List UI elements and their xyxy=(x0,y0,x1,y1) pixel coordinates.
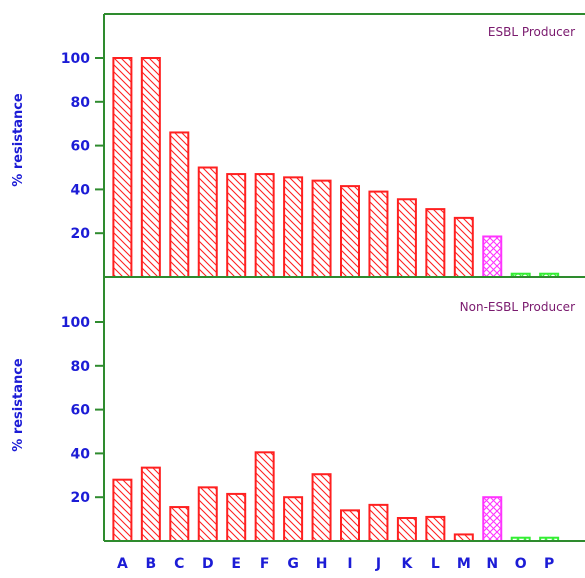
x-tick-label-B: B xyxy=(146,556,157,572)
non-esbl-bar-J xyxy=(368,503,389,542)
non-esbl-y-tick-label: 40 xyxy=(71,446,91,462)
esbl-bar-C xyxy=(169,131,190,278)
esbl-y-tick-label: 60 xyxy=(71,139,91,155)
non-esbl-bar-I xyxy=(340,509,360,542)
non-esbl-y-tick-label: 60 xyxy=(71,403,91,419)
non-esbl-bars xyxy=(112,451,560,543)
esbl-bar-L xyxy=(425,208,446,278)
non-esbl-y-tick-label: 80 xyxy=(71,359,91,375)
non-esbl-y-ticks: 20 40 60 80 100 xyxy=(61,315,104,506)
non-esbl-producer-panel: 20 40 60 80 100 % resistance Non-ESBL Produc… xyxy=(11,300,575,543)
esbl-bar-B xyxy=(140,57,161,278)
esbl-bar-E xyxy=(226,173,247,279)
esbl-y-tick-label: 100 xyxy=(61,51,90,67)
non-esbl-panel-label: Non-ESBL Producer xyxy=(460,300,575,314)
x-tick-label-O: O xyxy=(515,556,527,572)
non-esbl-y-tick-label: 100 xyxy=(61,315,90,331)
esbl-bar-H xyxy=(311,179,332,278)
axes xyxy=(103,13,585,542)
esbl-bar-A xyxy=(112,57,133,278)
esbl-bar-D xyxy=(197,166,218,278)
x-tick-label-K: K xyxy=(401,556,413,572)
x-tick-label-C: C xyxy=(174,556,184,572)
esbl-panel-label: ESBL Producer xyxy=(488,25,575,39)
esbl-bar-I xyxy=(340,185,360,279)
esbl-bar-G xyxy=(283,176,304,278)
non-esbl-y-axis-label: % resistance xyxy=(11,358,26,452)
x-tick-label-J: J xyxy=(375,556,381,572)
x-tick-label-M: M xyxy=(457,556,471,572)
non-esbl-bar-K xyxy=(396,517,417,543)
non-esbl-y-tick-label: 20 xyxy=(71,490,91,506)
esbl-bar-K xyxy=(396,198,417,279)
non-esbl-bar-A xyxy=(112,478,133,542)
esbl-bar-F xyxy=(254,173,275,279)
esbl-bar-M xyxy=(453,216,474,278)
esbl-y-ticks: 20 40 60 80 100 xyxy=(61,51,104,242)
x-tick-label-H: H xyxy=(316,556,328,572)
non-esbl-bar-H xyxy=(311,473,332,542)
esbl-y-tick-label: 40 xyxy=(71,182,91,198)
non-esbl-bar-B xyxy=(140,466,161,543)
x-tick-label-A: A xyxy=(117,556,128,572)
non-esbl-bar-G xyxy=(283,496,304,543)
x-tick-label-N: N xyxy=(486,556,498,572)
non-esbl-bar-D xyxy=(197,486,218,542)
esbl-bar-N xyxy=(482,235,503,278)
esbl-bar-J xyxy=(368,190,389,278)
non-esbl-bar-E xyxy=(226,492,247,543)
non-esbl-bar-F xyxy=(254,451,275,542)
x-tick-label-G: G xyxy=(287,556,299,572)
x-tick-label-F: F xyxy=(260,556,270,572)
esbl-y-tick-label: 80 xyxy=(71,95,91,111)
non-esbl-bar-C xyxy=(169,506,190,542)
esbl-y-axis-label: % resistance xyxy=(11,93,26,187)
x-tick-label-E: E xyxy=(231,556,241,572)
esbl-bars xyxy=(112,57,560,279)
non-esbl-bar-L xyxy=(425,515,446,542)
esbl-y-tick-label: 20 xyxy=(71,226,91,242)
x-tick-label-D: D xyxy=(202,556,214,572)
x-tick-label-L: L xyxy=(431,556,440,572)
non-esbl-bar-N xyxy=(482,496,503,543)
esbl-producer-panel: 20 40 60 80 100 % resistance ESBL Producer xyxy=(11,25,575,279)
x-tick-label-I: I xyxy=(347,556,352,572)
x-tick-label-P: P xyxy=(544,556,554,572)
